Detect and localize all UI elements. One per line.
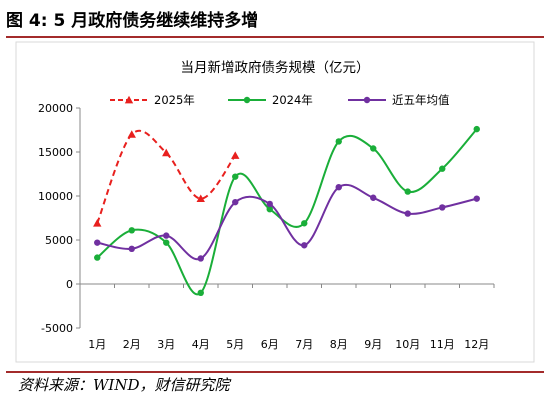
legend-marker-2 — [363, 96, 371, 104]
y-tick-label: 20000 — [38, 102, 73, 115]
series-2-point — [370, 194, 377, 201]
series-2-point — [128, 245, 135, 252]
y-tick-label: 10000 — [38, 190, 73, 203]
series-1-point — [473, 125, 480, 133]
chart-title: 当月新增政府债务规模（亿元） — [181, 60, 370, 76]
series-1-point — [404, 188, 411, 195]
series-0 — [93, 129, 240, 227]
x-tick-label: 6月 — [261, 338, 279, 351]
x-tick-label: 12月 — [464, 338, 489, 351]
plot-area — [93, 125, 480, 296]
series-2-point — [232, 198, 239, 206]
y-tick-label: -5000 — [41, 322, 73, 335]
series-1-point — [439, 165, 446, 172]
series-2-point — [473, 195, 480, 202]
legend: 2025年 2024年 近五年均值 — [110, 93, 450, 107]
x-tick-label: 10月 — [395, 338, 420, 351]
series-2-point — [94, 239, 101, 246]
figure-title: 图 4: 5 月政府债务继续维持多增 — [6, 11, 259, 31]
series-1 — [94, 125, 480, 296]
series-1-point — [301, 220, 308, 227]
series-1-point — [370, 145, 377, 152]
legend-label-1: 2024年 — [272, 93, 313, 107]
y-tick-label: 15000 — [38, 146, 73, 159]
series-1-point — [94, 254, 101, 261]
chart-frame — [15, 41, 535, 363]
series-1-point — [163, 239, 170, 246]
x-tick-label: 11月 — [430, 338, 455, 351]
legend-label-2: 近五年均值 — [392, 93, 450, 107]
series-2-point — [404, 210, 411, 217]
series-2-point — [266, 200, 273, 208]
series-2-point — [335, 184, 342, 191]
series-1-point — [197, 289, 204, 296]
series-1-point — [335, 138, 342, 145]
x-axis: 1月 2月 3月 4月 5月 6月 7月 8月 9月 10月 11月 12月 — [79, 283, 495, 351]
series-2-point — [197, 255, 204, 262]
y-axis: -5000 0 5000 10000 15000 20000 — [38, 102, 81, 335]
series-2-point — [301, 242, 308, 249]
legend-marker-1 — [243, 96, 251, 104]
x-tick-label: 3月 — [157, 338, 175, 351]
legend-label-0: 2025年 — [154, 93, 195, 107]
top-rule — [6, 36, 544, 38]
x-tick-label: 5月 — [226, 338, 244, 351]
bottom-rule — [6, 371, 544, 373]
x-tick-label: 4月 — [192, 338, 210, 351]
series-0-point — [196, 194, 205, 202]
x-tick-label: 1月 — [88, 338, 106, 351]
series-0-point — [231, 151, 240, 159]
series-2-point — [163, 232, 170, 239]
series-1-point — [232, 173, 239, 180]
series-0-point — [127, 130, 136, 138]
series-1-point — [128, 227, 135, 234]
y-tick-label: 5000 — [45, 234, 73, 247]
x-tick-label: 8月 — [330, 338, 348, 351]
y-tick-label: 0 — [66, 278, 73, 291]
series-0-point — [93, 219, 102, 227]
series-0-point — [162, 148, 171, 157]
legend-marker-0 — [124, 95, 134, 104]
x-tick-label: 9月 — [364, 338, 382, 351]
source-note: 资料来源：WIND，财信研究院 — [18, 376, 230, 394]
x-tick-label: 2月 — [123, 338, 141, 351]
x-tick-label: 7月 — [295, 338, 313, 351]
series-1-point — [266, 206, 273, 213]
series-2 — [94, 183, 480, 262]
series-2-point — [439, 204, 446, 211]
